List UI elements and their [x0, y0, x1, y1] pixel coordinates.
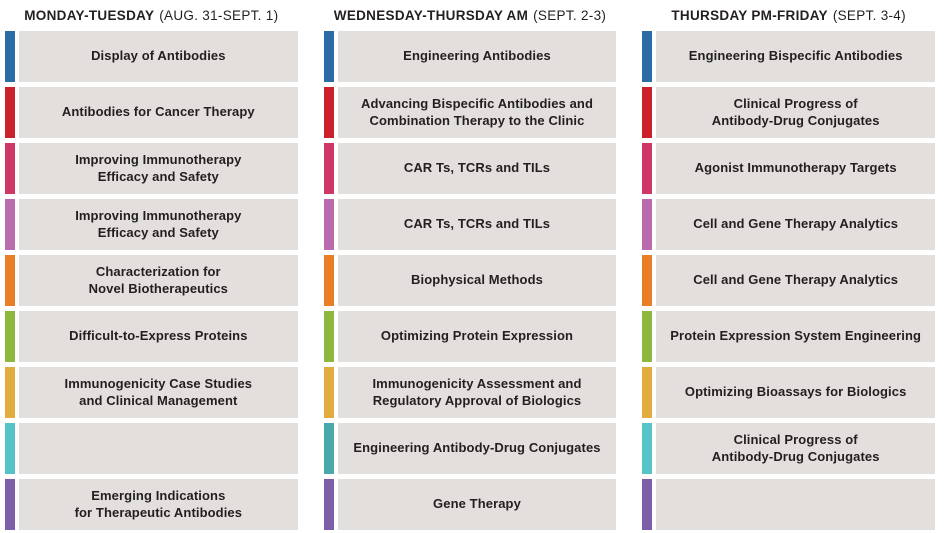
column-thursday-pm-friday: THURSDAY PM-FRIDAY (SEPT. 3-4) Engineeri… [642, 5, 935, 533]
session-row: Improving Immunotherapy Efficacy and Saf… [5, 143, 298, 194]
session-label: Emerging Indications for Therapeutic Ant… [19, 479, 298, 530]
session-row: Protein Expression System Engineering [642, 311, 935, 362]
session-row: Difficult-to-Express Proteins [5, 311, 298, 362]
session-row: Emerging Indications for Therapeutic Ant… [5, 479, 298, 530]
session-row: Cell and Gene Therapy Analytics [642, 255, 935, 306]
column-dates: (SEPT. 2-3) [533, 8, 607, 23]
track-color-bar [5, 87, 15, 138]
session-label: Clinical Progress of Antibody-Drug Conju… [656, 423, 935, 474]
track-color-bar [642, 87, 653, 138]
track-color-bar [323, 311, 334, 362]
session-row: Engineering Antibody-Drug Conjugates [323, 423, 617, 474]
track-color-bar [5, 311, 15, 362]
session-row [642, 479, 935, 530]
column-header: WEDNESDAY-THURSDAY AM (SEPT. 2-3) [324, 5, 617, 26]
session-label: Optimizing Protein Expression [337, 311, 617, 362]
track-color-bar [642, 255, 653, 306]
session-label: Immunogenicity Assessment and Regulatory… [337, 367, 617, 418]
session-label: Engineering Antibody-Drug Conjugates [337, 423, 617, 474]
track-color-bar [5, 143, 15, 194]
session-label: Gene Therapy [337, 479, 617, 530]
column-wednesday-thursday-am: WEDNESDAY-THURSDAY AM (SEPT. 2-3) Engine… [323, 5, 617, 533]
session-label: CAR Ts, TCRs and TILs [337, 143, 617, 194]
session-label: Engineering Bispecific Antibodies [656, 31, 935, 82]
track-color-bar [323, 31, 334, 82]
column-title: MONDAY-TUESDAY [24, 8, 155, 23]
session-label: Cell and Gene Therapy Analytics [656, 255, 935, 306]
track-color-bar [323, 255, 334, 306]
session-label: Difficult-to-Express Proteins [19, 311, 298, 362]
track-color-bar [642, 423, 653, 474]
session-row: CAR Ts, TCRs and TILs [323, 199, 617, 250]
session-label [19, 423, 298, 474]
track-color-bar [323, 367, 334, 418]
column-dates: (AUG. 31-SEPT. 1) [159, 8, 279, 23]
session-row: Improving Immunotherapy Efficacy and Saf… [5, 199, 298, 250]
track-color-bar [323, 479, 334, 530]
column-title: THURSDAY PM-FRIDAY [671, 8, 828, 23]
session-label: Advancing Bispecific Antibodies and Comb… [337, 87, 617, 138]
column-header: THURSDAY PM-FRIDAY (SEPT. 3-4) [642, 5, 935, 26]
session-row: Optimizing Protein Expression [323, 311, 617, 362]
session-label: Antibodies for Cancer Therapy [19, 87, 298, 138]
session-row: Optimizing Bioassays for Biologics [642, 367, 935, 418]
session-label: Agonist Immunotherapy Targets [656, 143, 935, 194]
session-label: Improving Immunotherapy Efficacy and Saf… [19, 199, 298, 250]
session-row: Antibodies for Cancer Therapy [5, 87, 298, 138]
session-label: Optimizing Bioassays for Biologics [656, 367, 935, 418]
track-color-bar [5, 255, 15, 306]
session-row: CAR Ts, TCRs and TILs [323, 143, 617, 194]
session-row: Cell and Gene Therapy Analytics [642, 199, 935, 250]
session-row: Gene Therapy [323, 479, 617, 530]
column-dates: (SEPT. 3-4) [832, 8, 906, 23]
session-row: Immunogenicity Assessment and Regulatory… [323, 367, 617, 418]
session-row: Characterization for Novel Biotherapeuti… [5, 255, 298, 306]
session-label: Engineering Antibodies [337, 31, 617, 82]
track-color-bar [5, 423, 15, 474]
session-label: Protein Expression System Engineering [656, 311, 935, 362]
session-row: Display of Antibodies [5, 31, 298, 82]
session-label: Biophysical Methods [337, 255, 617, 306]
session-row: Engineering Bispecific Antibodies [642, 31, 935, 82]
column-monday-tuesday: MONDAY-TUESDAY (AUG. 31-SEPT. 1) Display… [5, 5, 298, 533]
session-label: Improving Immunotherapy Efficacy and Saf… [19, 143, 298, 194]
track-color-bar [642, 143, 653, 194]
column-header: MONDAY-TUESDAY (AUG. 31-SEPT. 1) [5, 5, 298, 26]
session-label: Clinical Progress of Antibody-Drug Conju… [656, 87, 935, 138]
track-color-bar [323, 87, 334, 138]
track-color-bar [323, 199, 334, 250]
session-label: Cell and Gene Therapy Analytics [656, 199, 935, 250]
track-color-bar [5, 367, 15, 418]
session-row: Immunogenicity Case Studies and Clinical… [5, 367, 298, 418]
track-color-bar [5, 479, 15, 530]
track-color-bar [642, 367, 653, 418]
session-row: Clinical Progress of Antibody-Drug Conju… [642, 87, 935, 138]
track-color-bar [642, 479, 653, 530]
track-color-bar [323, 423, 334, 474]
session-label: Immunogenicity Case Studies and Clinical… [19, 367, 298, 418]
session-label: Display of Antibodies [19, 31, 298, 82]
track-color-bar [642, 31, 653, 82]
session-row: Advancing Bispecific Antibodies and Comb… [323, 87, 617, 138]
session-label: CAR Ts, TCRs and TILs [337, 199, 617, 250]
track-color-bar [323, 143, 334, 194]
track-color-bar [5, 199, 15, 250]
track-color-bar [642, 311, 653, 362]
session-row: Clinical Progress of Antibody-Drug Conju… [642, 423, 935, 474]
session-label: Characterization for Novel Biotherapeuti… [19, 255, 298, 306]
track-color-bar [5, 31, 15, 82]
session-label [656, 479, 935, 530]
session-row: Engineering Antibodies [323, 31, 617, 82]
session-row: Biophysical Methods [323, 255, 617, 306]
session-row [5, 423, 298, 474]
track-color-bar [642, 199, 653, 250]
column-title: WEDNESDAY-THURSDAY AM [333, 8, 529, 23]
session-row: Agonist Immunotherapy Targets [642, 143, 935, 194]
